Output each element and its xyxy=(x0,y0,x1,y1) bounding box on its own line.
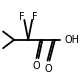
Text: F: F xyxy=(32,12,37,22)
Text: F: F xyxy=(19,12,25,22)
Text: OH: OH xyxy=(64,35,79,45)
Text: O: O xyxy=(32,61,40,71)
Text: O: O xyxy=(45,64,52,74)
